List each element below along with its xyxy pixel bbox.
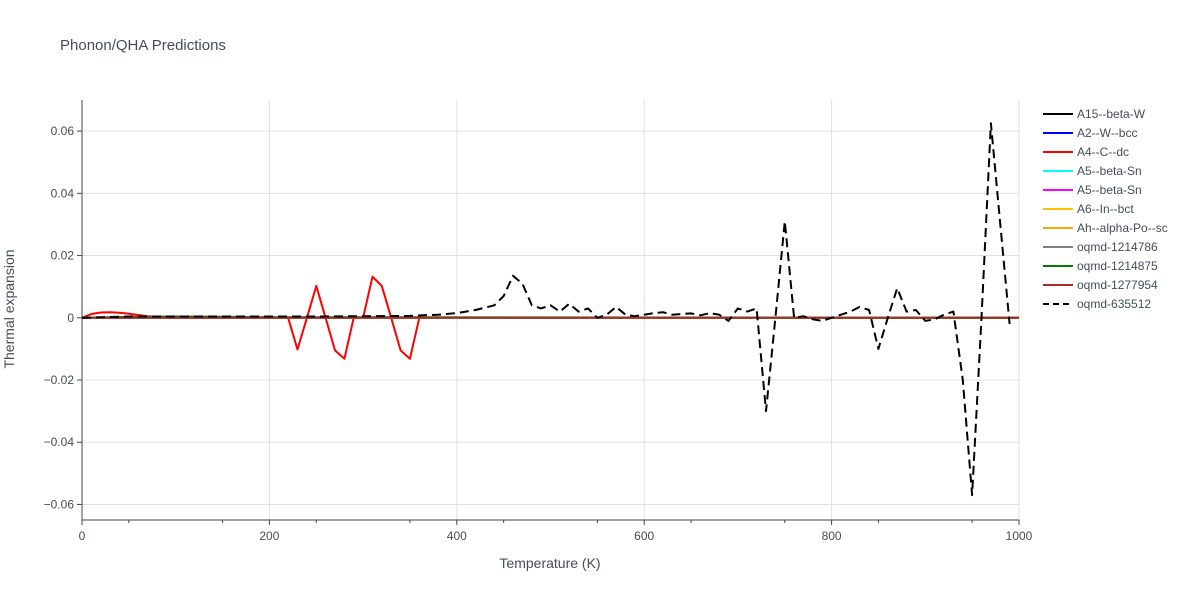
series-line-oqmd-635512: [81, 122, 1011, 497]
x-tick-label: 400: [447, 529, 467, 543]
legend-label: A15--beta-W: [1077, 107, 1146, 121]
legend-label: oqmd-1214875: [1077, 259, 1158, 273]
legend-label: A2--W--bcc: [1077, 126, 1137, 140]
y-tick-label: 0: [67, 311, 74, 325]
x-tick-label: 1000: [1006, 529, 1033, 543]
legend-label: Ah--alpha-Po--sc: [1077, 221, 1168, 235]
y-tick-label: −0.02: [44, 373, 75, 387]
y-axis-title: Thermal expansion: [1, 249, 17, 368]
axes: [77, 100, 1020, 525]
legend-label: A4--C--dc: [1077, 145, 1129, 159]
legend-label: A5--beta-Sn: [1077, 183, 1142, 197]
y-tick-label: 0.02: [51, 249, 75, 263]
x-axis-title: Temperature (K): [499, 555, 600, 571]
legend-label: oqmd-1214786: [1077, 240, 1158, 254]
y-tick-label: 0.04: [51, 186, 75, 200]
chart-title: Phonon/QHA Predictions: [60, 37, 226, 54]
legend-label: A6--In--bct: [1077, 202, 1134, 216]
y-tick-label: −0.04: [44, 435, 75, 449]
x-tick-label: 0: [79, 529, 86, 543]
y-tick-label: −0.06: [44, 497, 75, 511]
legend: A15--beta-W A2--W--bcc A4--C--dc A5--beta-S…: [1043, 107, 1168, 311]
x-tick-label: 200: [259, 529, 279, 543]
legend-label: oqmd-635512: [1077, 297, 1151, 311]
x-tick-label: 800: [822, 529, 842, 543]
series-layer: [81, 122, 1020, 497]
y-tick-label: 0.06: [51, 124, 75, 138]
legend-label: A5--beta-Sn: [1077, 164, 1142, 178]
tick-labels: 0 200 400 600 800 1000 −0.06 −0.04 −0.02 0 0.02 0.0…: [44, 124, 1033, 543]
x-tick-label: 600: [634, 529, 654, 543]
legend-label: oqmd-1277954: [1077, 278, 1158, 292]
